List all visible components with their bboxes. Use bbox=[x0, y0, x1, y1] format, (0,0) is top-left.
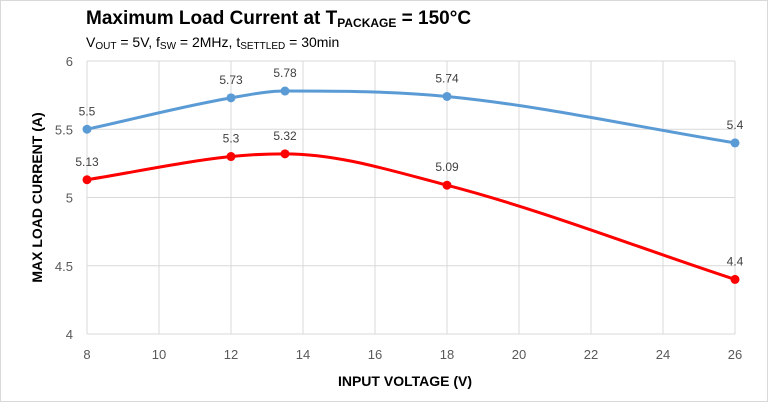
data-label: 5.78 bbox=[273, 66, 297, 80]
x-tick-label: 16 bbox=[368, 347, 382, 362]
x-tick-label: 10 bbox=[152, 347, 166, 362]
data-label: 5.5 bbox=[79, 104, 96, 118]
data-label: 5.13 bbox=[75, 155, 99, 169]
chart-subtitle-subscript: SW bbox=[159, 41, 177, 52]
chart-subtitle-text: = 5V, f bbox=[116, 34, 160, 50]
data-point bbox=[280, 86, 290, 96]
data-label: 5.74 bbox=[435, 71, 459, 85]
data-label: 4.4 bbox=[727, 254, 744, 268]
series-line bbox=[85, 89, 737, 145]
y-tick-label: 4.5 bbox=[55, 259, 73, 274]
data-point bbox=[226, 152, 236, 162]
x-tick-label: 22 bbox=[584, 347, 598, 362]
chart-subtitle-text: = 30min bbox=[285, 34, 340, 50]
x-tick-label: 12 bbox=[224, 347, 238, 362]
y-tick-label: 6 bbox=[66, 54, 73, 69]
data-point bbox=[82, 124, 92, 134]
data-point bbox=[442, 91, 452, 101]
x-tick-label: 24 bbox=[656, 347, 670, 362]
chart-subtitle-subscript: SETTLED bbox=[240, 41, 286, 52]
x-tick-label: 14 bbox=[296, 347, 310, 362]
data-point bbox=[280, 149, 290, 159]
chart-title-prefix: Maximum Load Current at T bbox=[86, 8, 338, 29]
chart-subtitle-text: V bbox=[86, 34, 96, 50]
chart-title-suffix: = 150°C bbox=[396, 8, 472, 29]
data-point bbox=[226, 93, 236, 103]
data-label: 5.4 bbox=[727, 118, 744, 132]
y-tick-label: 5.5 bbox=[55, 122, 73, 137]
y-axis-title: MAX LOAD CURRENT (A) bbox=[29, 112, 45, 282]
data-label: 5.3 bbox=[223, 132, 240, 146]
x-tick-label: 26 bbox=[728, 347, 742, 362]
chart-title: Maximum Load Current at TPACKAGE = 150°C bbox=[86, 8, 471, 30]
chart-subtitle: VOUT = 5V, fSW = 2MHz, tSETTLED = 30min bbox=[86, 34, 339, 52]
series-2: 5.13 5.3 5.32 5.09 4.4 bbox=[75, 129, 744, 284]
chart-subtitle-text: = 2MHz, t bbox=[176, 34, 241, 50]
x-tick-label: 20 bbox=[512, 347, 526, 362]
data-label: 5.09 bbox=[435, 160, 459, 174]
data-label: 5.73 bbox=[219, 73, 243, 87]
series-1: 5.5 5.73 5.78 5.74 5.4 bbox=[79, 66, 744, 148]
x-axis-title: INPUT VOLTAGE (V) bbox=[338, 373, 472, 389]
data-label: 5.32 bbox=[273, 129, 297, 143]
data-point bbox=[730, 138, 740, 148]
y-tick-label: 5 bbox=[66, 191, 73, 206]
data-point bbox=[442, 180, 452, 190]
x-tick-label: 8 bbox=[83, 347, 90, 362]
x-tick-label: 18 bbox=[440, 347, 454, 362]
chart-title-subscript: PACKAGE bbox=[337, 16, 397, 30]
series-line bbox=[85, 152, 737, 281]
y-tick-label: 4 bbox=[66, 327, 73, 342]
data-point bbox=[82, 175, 92, 185]
chart-subtitle-subscript: OUT bbox=[95, 41, 117, 52]
data-point bbox=[730, 274, 740, 284]
